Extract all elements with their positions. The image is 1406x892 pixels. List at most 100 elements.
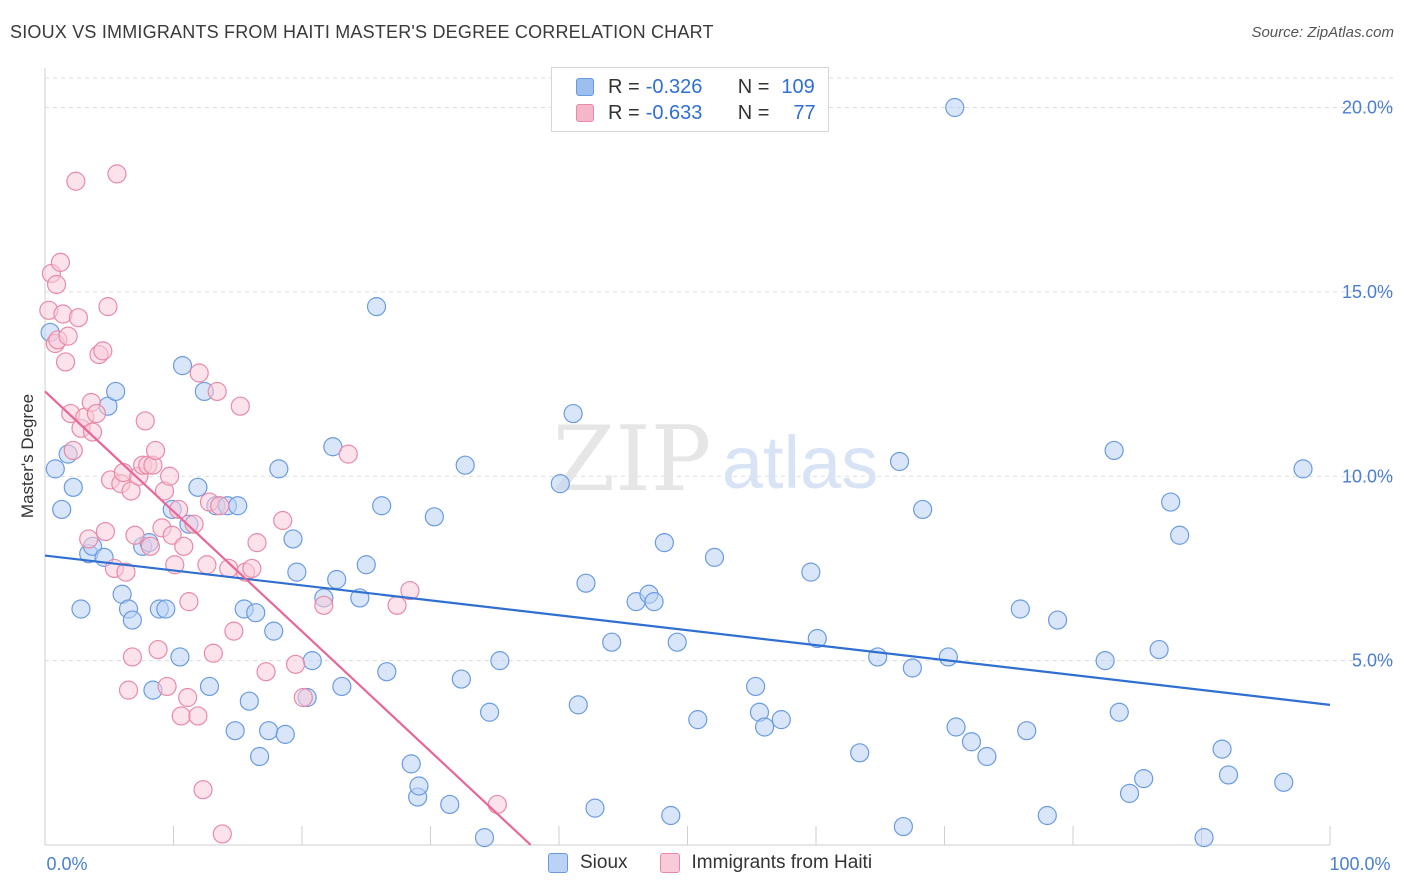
legend-r-label: R = — [608, 101, 640, 124]
data-point-haiti — [135, 411, 155, 431]
data-point-sioux — [106, 381, 126, 402]
data-point-haiti — [293, 687, 313, 708]
data-point-haiti — [79, 529, 99, 549]
legend-n-value: 109 — [781, 75, 815, 98]
data-point-sioux — [1149, 639, 1169, 660]
data-point-sioux — [474, 828, 495, 848]
x-tick-label: 0.0% — [46, 854, 87, 874]
y-tick-label: 5.0% — [1352, 651, 1393, 671]
data-point-sioux — [667, 632, 687, 652]
series-swatch-haiti — [659, 853, 680, 873]
data-point-sioux — [1010, 599, 1030, 619]
series-swatch-sioux — [548, 853, 568, 873]
data-point-sioux — [366, 297, 387, 317]
data-point-sioux — [199, 676, 220, 697]
data-point-sioux — [961, 732, 982, 752]
data-point-sioux — [889, 451, 910, 472]
data-point-sioux — [1037, 805, 1057, 826]
data-point-sioux — [52, 499, 72, 520]
watermark-zip: ZIP — [553, 407, 712, 512]
data-point-sioux — [1047, 610, 1068, 630]
data-point-sioux — [401, 754, 421, 774]
data-point-haiti — [487, 794, 507, 815]
data-point-sioux — [249, 746, 270, 767]
data-point-sioux — [225, 721, 245, 741]
data-point-sioux — [568, 695, 588, 715]
data-point-sioux — [644, 592, 664, 612]
series-legend-item-sioux[interactable]: Sioux — [548, 852, 628, 874]
data-point-haiti — [68, 308, 89, 328]
data-point-haiti — [55, 352, 76, 372]
data-point-haiti — [179, 592, 199, 612]
data-point-sioux — [275, 724, 295, 744]
data-points — [39, 97, 1313, 848]
data-point-haiti — [86, 403, 107, 424]
data-point-haiti — [212, 824, 232, 844]
trend-line-haiti — [44, 390, 532, 846]
data-point-haiti — [197, 555, 217, 575]
legend-n-value: 77 — [793, 101, 816, 124]
data-point-sioux — [424, 507, 444, 527]
data-point-haiti — [140, 536, 160, 556]
data-point-sioux — [1119, 783, 1140, 803]
data-point-haiti — [66, 171, 86, 191]
chart-title: SIOUX VS IMMIGRANTS FROM HAITI MASTER'S … — [10, 22, 714, 42]
data-point-haiti — [145, 440, 166, 461]
data-point-haiti — [171, 706, 191, 726]
data-point-sioux — [409, 776, 429, 796]
data-point-sioux — [1134, 769, 1154, 789]
data-point-sioux — [654, 533, 674, 553]
data-point-sioux — [258, 721, 279, 741]
data-point-sioux — [122, 610, 142, 630]
data-point-sioux — [332, 676, 352, 697]
data-point-haiti — [63, 440, 83, 461]
data-point-haiti — [169, 499, 189, 520]
data-point-haiti — [125, 525, 145, 545]
data-point-haiti — [247, 533, 267, 553]
data-point-sioux — [1212, 739, 1232, 759]
data-point-haiti — [107, 164, 127, 184]
data-point-sioux — [71, 599, 91, 619]
data-point-sioux — [323, 437, 343, 457]
data-point-sioux — [172, 356, 193, 376]
data-point-sioux — [302, 651, 322, 671]
data-point-haiti — [46, 274, 67, 295]
data-point-sioux — [1293, 459, 1313, 479]
data-point-sioux — [913, 499, 933, 520]
data-point-sioux — [807, 628, 827, 649]
data-point-haiti — [387, 595, 407, 615]
data-point-sioux — [377, 662, 397, 682]
tick-labels: 5.0% 10.0% 15.0% 20.0% 0.0% 100.0% — [46, 98, 1393, 875]
data-point-sioux — [480, 702, 500, 722]
data-point-sioux — [269, 459, 289, 479]
data-point-sioux — [287, 562, 307, 582]
data-point-haiti — [160, 466, 180, 486]
x-tick-label: 100.0% — [1329, 854, 1390, 874]
data-point-sioux — [754, 717, 775, 737]
legend-swatch-sioux — [576, 78, 594, 96]
data-point-sioux — [585, 798, 605, 818]
data-point-sioux — [602, 632, 622, 652]
legend-row-haiti: R = -0.633 N = 77 — [576, 101, 816, 125]
data-point-sioux — [977, 746, 997, 767]
data-point-sioux — [264, 621, 284, 641]
data-point-sioux — [563, 403, 583, 424]
trend-line-sioux — [44, 554, 1331, 706]
data-point-sioux — [1170, 525, 1190, 545]
data-point-sioux — [356, 555, 376, 575]
data-point-haiti — [58, 326, 78, 346]
data-point-haiti — [162, 525, 182, 545]
data-point-sioux — [228, 496, 248, 516]
series-label-sioux: Sioux — [580, 852, 628, 873]
correlation-legend: R = -0.326 N = 109 R = -0.633 N = 77 — [551, 67, 829, 132]
data-point-sioux — [704, 547, 725, 567]
data-point-haiti — [178, 687, 198, 708]
data-point-haiti — [285, 654, 306, 674]
data-point-haiti — [174, 536, 194, 556]
data-point-sioux — [490, 651, 510, 671]
data-point-haiti — [122, 647, 142, 667]
data-point-sioux — [1161, 492, 1181, 512]
data-point-sioux — [938, 647, 958, 667]
series-legend-item-haiti[interactable]: Immigrants from Haiti — [659, 852, 872, 874]
